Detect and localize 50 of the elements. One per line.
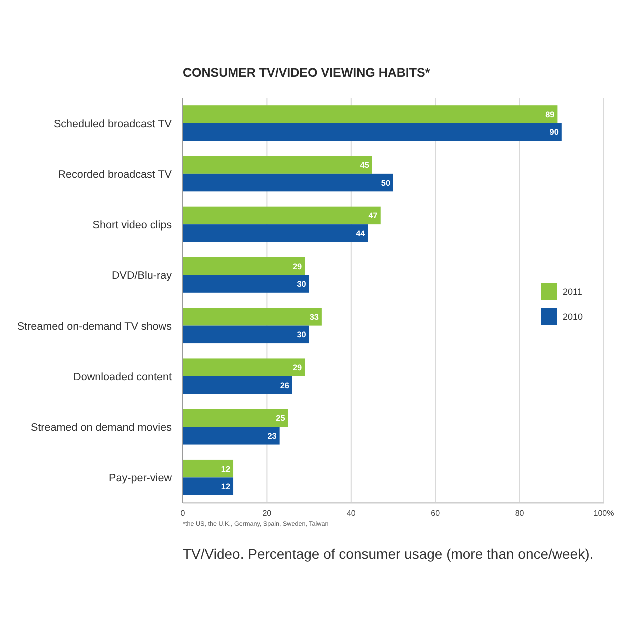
data-label: 12 xyxy=(221,482,231,492)
data-label: 30 xyxy=(297,280,307,290)
data-label: 30 xyxy=(297,330,307,340)
bar xyxy=(183,106,558,124)
data-label: 29 xyxy=(292,364,303,373)
bar xyxy=(183,478,234,496)
x-tick-label: 60 xyxy=(431,509,441,518)
legend-label: 2010 xyxy=(563,312,584,322)
data-label: 23 xyxy=(268,432,278,441)
y-tick-label: Downloaded content xyxy=(74,371,172,384)
data-label: 44 xyxy=(356,229,366,238)
data-label: 26 xyxy=(280,381,290,390)
bar xyxy=(183,257,306,276)
bar xyxy=(183,326,310,344)
bar xyxy=(183,174,394,192)
x-tick-label: 20 xyxy=(262,509,272,518)
bar xyxy=(183,224,368,242)
data-label: 12 xyxy=(221,464,231,474)
y-tick-label: Short video clips xyxy=(92,220,173,232)
x-tick-label: 100% xyxy=(594,509,614,518)
chart-title: CONSUMER TV/VIDEO VIEWING HABITS* xyxy=(183,66,430,80)
y-tick-label: Streamed on demand movies xyxy=(30,422,173,434)
bar xyxy=(183,206,381,225)
bar xyxy=(183,358,306,376)
bar xyxy=(183,427,280,445)
y-tick-label: Recorded broadcast TV xyxy=(58,168,173,181)
bar xyxy=(183,275,310,293)
bar xyxy=(183,308,322,326)
bar xyxy=(183,376,292,394)
data-label: 90 xyxy=(550,128,560,138)
legend-label: 2011 xyxy=(563,287,582,297)
y-tick-label: Streamed on-demand TV shows xyxy=(17,320,173,333)
x-tick-label: 0 xyxy=(180,509,186,518)
y-tick-label: DVD/Blu-ray xyxy=(112,270,173,282)
data-label: 33 xyxy=(310,312,320,322)
data-label: 29 xyxy=(292,262,303,272)
y-tick-label: Scheduled broadcast TV xyxy=(54,118,173,130)
x-tick-label: 40 xyxy=(346,509,356,518)
data-label: 45 xyxy=(360,161,370,170)
bar xyxy=(183,123,562,142)
data-label: 25 xyxy=(276,414,286,424)
bar xyxy=(183,156,372,174)
data-label: 47 xyxy=(368,212,378,221)
text: TV/Video. Percentage of consumer usage (more than once/week). xyxy=(183,546,594,562)
x-tick-label: 80 xyxy=(515,509,525,518)
bar xyxy=(183,460,234,478)
y-tick-label: Pay-per-view xyxy=(109,472,172,485)
data-label: 89 xyxy=(546,110,556,120)
bar xyxy=(183,409,288,428)
data-label: 50 xyxy=(381,178,391,188)
